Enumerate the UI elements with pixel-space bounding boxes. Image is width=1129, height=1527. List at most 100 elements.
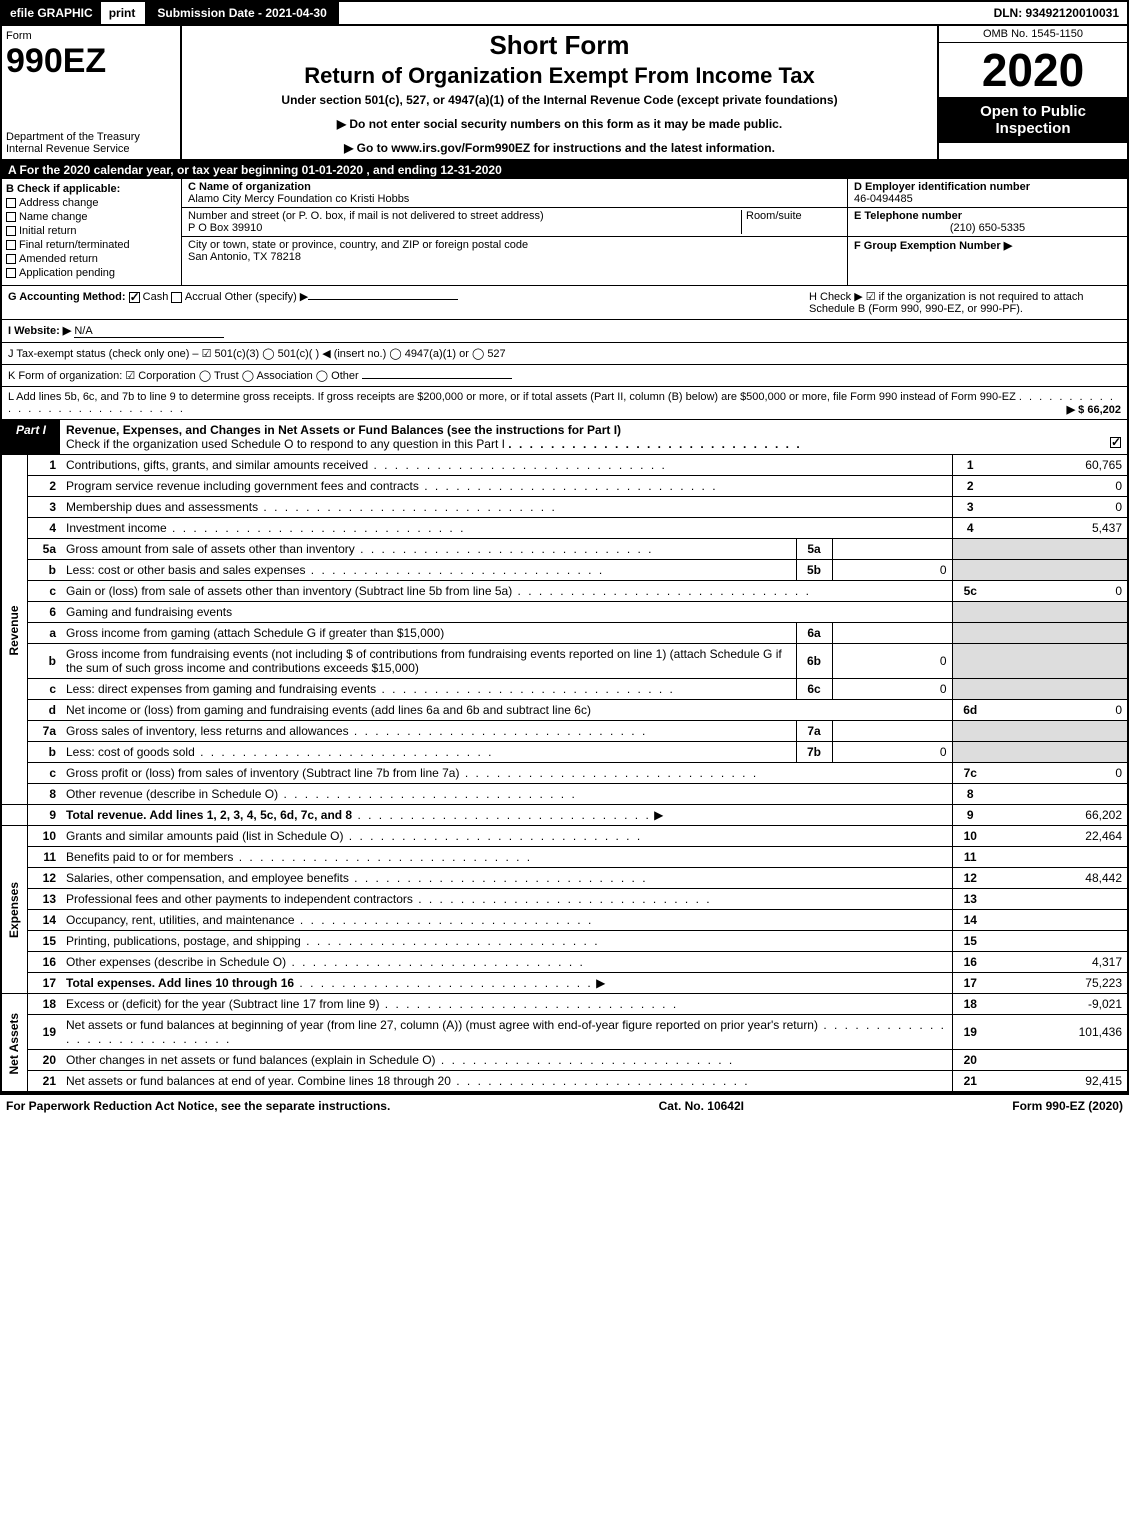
l16-desc: Other expenses (describe in Schedule O) [66, 955, 286, 969]
section-b: B Check if applicable: Address change Na… [2, 179, 182, 285]
l7c-amt: 0 [988, 763, 1128, 784]
dln: DLN: 93492120010031 [986, 2, 1127, 24]
chk-application-pending[interactable]: Application pending [6, 267, 177, 279]
l5b-amt: 0 [832, 560, 952, 581]
l1-amt: 60,765 [988, 455, 1128, 476]
l10-amt: 22,464 [988, 826, 1128, 847]
l4-desc: Investment income [66, 521, 167, 535]
l19-desc: Net assets or fund balances at beginning… [66, 1018, 818, 1032]
g-label: G Accounting Method: [8, 291, 126, 303]
l7b-amt: 0 [832, 742, 952, 763]
section-c: C Name of organization Alamo City Mercy … [182, 179, 847, 285]
open-inspection: Open to Public Inspection [939, 97, 1127, 143]
room-suite-label: Room/suite [741, 210, 841, 234]
l3-amt: 0 [988, 497, 1128, 518]
part1-table: Revenue 1Contributions, gifts, grants, a… [0, 455, 1129, 1093]
l12-desc: Salaries, other compensation, and employ… [66, 871, 349, 885]
website: N/A [74, 325, 224, 338]
l6b-amt: 0 [832, 644, 952, 679]
tax-year: 2020 [939, 43, 1127, 97]
top-bar: efile GRAPHIC print Submission Date - 20… [0, 0, 1129, 26]
footer-left: For Paperwork Reduction Act Notice, see … [6, 1099, 390, 1113]
chk-accrual[interactable] [171, 292, 182, 303]
chk-final-return[interactable]: Final return/terminated [6, 239, 177, 251]
l11-desc: Benefits paid to or for members [66, 850, 233, 864]
goto-link[interactable]: ▶ Go to www.irs.gov/Form990EZ for instru… [190, 141, 929, 155]
l13-desc: Professional fees and other payments to … [66, 892, 413, 906]
form-header: Form 990EZ Department of the Treasury In… [0, 26, 1129, 161]
title-return: Return of Organization Exempt From Incom… [190, 63, 929, 89]
l6-desc: Gaming and fundraising events [61, 602, 952, 623]
l14-amt [988, 910, 1128, 931]
org-address: P O Box 39910 [188, 222, 741, 234]
l6a-desc: Gross income from gaming (attach Schedul… [66, 626, 444, 640]
row-g-h: G Accounting Method: Cash Accrual Other … [0, 286, 1129, 320]
i-label: I Website: ▶ [8, 325, 71, 337]
chk-address-change[interactable]: Address change [6, 197, 177, 209]
chk-initial-return[interactable]: Initial return [6, 225, 177, 237]
form-number: 990EZ [6, 42, 176, 81]
l5a-desc: Gross amount from sale of assets other t… [66, 542, 355, 556]
l10-desc: Grants and similar amounts paid (list in… [66, 829, 343, 843]
l6b-desc: Gross income from fundraising events (no… [66, 647, 782, 675]
l5c-desc: Gain or (loss) from sale of assets other… [66, 584, 512, 598]
page-footer: For Paperwork Reduction Act Notice, see … [0, 1093, 1129, 1117]
l17-amt: 75,223 [988, 973, 1128, 994]
print-label[interactable]: print [101, 2, 144, 24]
l21-desc: Net assets or fund balances at end of ye… [66, 1074, 451, 1088]
city-label: City or town, state or province, country… [188, 239, 528, 251]
gross-receipts: ▶ $ 66,202 [1067, 403, 1121, 416]
side-revenue: Revenue [1, 455, 27, 805]
l5c-amt: 0 [988, 581, 1128, 602]
chk-schedule-o[interactable] [1110, 437, 1121, 448]
l1-desc: Contributions, gifts, grants, and simila… [66, 458, 368, 472]
l11-amt [988, 847, 1128, 868]
title-short-form: Short Form [190, 30, 929, 61]
group-exemption-label: F Group Exemption Number ▶ [854, 239, 1121, 252]
side-expenses: Expenses [1, 826, 27, 994]
l6d-amt: 0 [988, 700, 1128, 721]
l8-desc: Other revenue (describe in Schedule O) [66, 787, 278, 801]
addr-label: Number and street (or P. O. box, if mail… [188, 210, 741, 222]
l14-desc: Occupancy, rent, utilities, and maintena… [66, 913, 295, 927]
footer-cat: Cat. No. 10642I [659, 1099, 744, 1113]
g-other: Other (specify) ▶ [225, 291, 309, 303]
ssn-warning: ▶ Do not enter social security numbers o… [190, 117, 929, 131]
l8-amt [988, 784, 1128, 805]
tel-label: E Telephone number [854, 210, 1121, 222]
chk-cash[interactable] [129, 292, 140, 303]
h-text: H Check ▶ ☑ if the organization is not r… [801, 290, 1121, 315]
l6a-amt [832, 623, 952, 644]
l15-desc: Printing, publications, postage, and shi… [66, 934, 301, 948]
efile-badge: efile GRAPHIC [2, 2, 101, 24]
org-name: Alamo City Mercy Foundation co Kristi Ho… [188, 193, 841, 205]
telephone: (210) 650-5335 [854, 222, 1121, 234]
l17-desc: Total expenses. Add lines 10 through 16 [66, 976, 294, 990]
subtitle: Under section 501(c), 527, or 4947(a)(1)… [190, 93, 929, 107]
l7a-amt [832, 721, 952, 742]
l2-amt: 0 [988, 476, 1128, 497]
l9-amt: 66,202 [988, 805, 1128, 826]
row-i: I Website: ▶ N/A [0, 320, 1129, 343]
row-l: L Add lines 5b, 6c, and 7b to line 9 to … [0, 387, 1129, 420]
l6c-desc: Less: direct expenses from gaming and fu… [66, 682, 376, 696]
part1-tag: Part I [2, 420, 60, 454]
l7c-desc: Gross profit or (loss) from sales of inv… [66, 766, 459, 780]
l3-desc: Membership dues and assessments [66, 500, 258, 514]
ein-label: D Employer identification number [854, 181, 1121, 193]
l7b-desc: Less: cost of goods sold [66, 745, 195, 759]
chk-name-change[interactable]: Name change [6, 211, 177, 223]
row-j: J Tax-exempt status (check only one) – ☑… [0, 343, 1129, 365]
tax-period: A For the 2020 calendar year, or tax yea… [0, 161, 1129, 179]
org-city: San Antonio, TX 78218 [188, 251, 528, 263]
l19-amt: 101,436 [988, 1015, 1128, 1050]
row-k: K Form of organization: ☑ Corporation ◯ … [0, 365, 1129, 387]
part1-title: Revenue, Expenses, and Changes in Net As… [66, 423, 621, 437]
submission-date: Submission Date - 2021-04-30 [143, 2, 338, 24]
l18-desc: Excess or (deficit) for the year (Subtra… [66, 997, 379, 1011]
l7a-desc: Gross sales of inventory, less returns a… [66, 724, 349, 738]
section-d: D Employer identification number 46-0494… [847, 179, 1127, 285]
chk-amended[interactable]: Amended return [6, 253, 177, 265]
c-name-label: C Name of organization [188, 181, 841, 193]
ein: 46-0494485 [854, 193, 1121, 205]
